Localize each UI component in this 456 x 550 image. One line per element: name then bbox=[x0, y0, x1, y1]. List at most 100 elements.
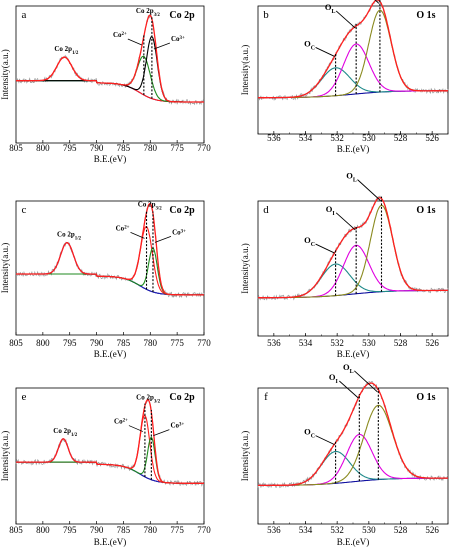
x-tick-label: 805 bbox=[9, 525, 23, 535]
envelope-line bbox=[16, 202, 204, 296]
fit-peak-2 bbox=[258, 204, 448, 299]
label-co3plus: Co3+ bbox=[170, 422, 184, 430]
arrow-oc bbox=[315, 47, 335, 57]
panel-f: 536 534 532 530 528 526 B.E.(eV) Intensity(a.u.… bbox=[240, 362, 449, 547]
x-tick-label: 800 bbox=[36, 525, 50, 535]
panel-title: O 1s bbox=[416, 392, 435, 403]
x-tick-label: 795 bbox=[63, 525, 77, 535]
plot-frame bbox=[15, 200, 205, 336]
x-axis-label: B.E.(eV) bbox=[94, 537, 127, 547]
envelope-line bbox=[16, 398, 204, 484]
label-co3plus: Co3+ bbox=[172, 228, 186, 236]
panel-title: Co 2p bbox=[169, 10, 195, 21]
annotations: Co 2p1/2 Co 2p3/2 Co2+ Co3+ bbox=[53, 394, 184, 438]
x-tick-label: 800 bbox=[36, 143, 50, 153]
arrow-co2plus bbox=[130, 232, 145, 239]
x-tick-label: 775 bbox=[170, 338, 184, 348]
panel-letter: a bbox=[22, 9, 27, 21]
x-tick-label: 770 bbox=[197, 338, 211, 348]
x-tick-label: 775 bbox=[170, 525, 184, 535]
fit-peak-1 bbox=[16, 225, 204, 296]
x-tick-label: 528 bbox=[394, 133, 408, 143]
label-ol: OL bbox=[346, 171, 357, 184]
x-tick-label: 532 bbox=[330, 133, 344, 143]
arrow-oc bbox=[315, 243, 335, 254]
raw-data-line bbox=[15, 398, 205, 487]
panel-b: 536 534 532 530 528 526 B.E.(eV) Intensity(a.u.… bbox=[240, 0, 449, 154]
label-co2plus: Co2+ bbox=[116, 224, 130, 232]
plot-frame bbox=[15, 5, 205, 144]
arrow-oi bbox=[335, 212, 356, 231]
x-tick-label: 795 bbox=[63, 338, 77, 348]
arrow-oc bbox=[315, 435, 335, 446]
x-axis-label: B.E.(eV) bbox=[337, 537, 370, 547]
label-oc: OC bbox=[304, 427, 315, 440]
label-co2p12: Co 2p1/2 bbox=[53, 427, 78, 438]
x-tick-label: 790 bbox=[90, 338, 104, 348]
label-oc: OC bbox=[304, 38, 315, 51]
plot-frame bbox=[257, 200, 449, 337]
plot-frame bbox=[15, 387, 205, 525]
annotations: Co 2p1/2 Co 2p3/2 Co2+ Co3+ bbox=[57, 200, 186, 243]
arrow-oi bbox=[339, 380, 359, 399]
arrow-co2plus bbox=[127, 38, 142, 46]
y-axis-label: Intensity(a.u.) bbox=[240, 45, 250, 95]
panel-letter: c bbox=[22, 204, 27, 216]
x-tick-label: 800 bbox=[36, 338, 50, 348]
x-tick-label: 790 bbox=[90, 525, 104, 535]
arrow-ol bbox=[335, 10, 356, 29]
fit-peak-2 bbox=[16, 247, 204, 296]
label-co2p12: Co 2p1/2 bbox=[57, 231, 82, 242]
label-ol: OL bbox=[325, 2, 336, 15]
x-tick-label: 528 bbox=[394, 525, 408, 535]
y-axis-label: Intensity(a.u.) bbox=[0, 49, 10, 99]
label-co2p12: Co 2p1/2 bbox=[54, 45, 79, 56]
raw-data-line bbox=[15, 13, 205, 106]
label-oi: OI bbox=[329, 372, 339, 385]
arrow-ol bbox=[357, 179, 381, 201]
panel-d: 536 534 532 530 528 526 B.E.(eV) Intensity(a.u.… bbox=[240, 171, 449, 359]
panel-letter: b bbox=[263, 9, 269, 21]
annotations: OL OI OC bbox=[304, 362, 378, 446]
x-tick-label: 795 bbox=[63, 143, 77, 153]
panel-letter: d bbox=[263, 204, 269, 216]
x-tick-label: 526 bbox=[425, 338, 439, 348]
x-tick-label: 528 bbox=[394, 338, 408, 348]
panel-a: 805 800 795 790 785 780 775 770 B.E.(eV) Intensit… bbox=[0, 5, 211, 164]
panel-letter: f bbox=[264, 391, 268, 403]
x-tick-label: 775 bbox=[170, 143, 184, 153]
annotations: Co 2p1/2 Co 2p3/2 Co2+ Co3+ bbox=[54, 7, 185, 56]
label-ol: OL bbox=[343, 362, 354, 375]
fit-peak-0 bbox=[258, 263, 448, 299]
label-co2plus: Co2+ bbox=[114, 418, 128, 426]
label-oi: OI bbox=[326, 204, 336, 217]
panel-title: Co 2p bbox=[169, 205, 195, 216]
raw-data-line bbox=[257, 195, 449, 301]
panel-title: O 1s bbox=[416, 10, 435, 21]
y-axis-label: Intensity(a.u.) bbox=[240, 431, 250, 481]
x-tick-label: 785 bbox=[117, 525, 131, 535]
y-axis-label: Intensity(a.u.) bbox=[240, 243, 250, 293]
fit-peak-0 bbox=[16, 242, 204, 296]
envelope-line bbox=[258, 197, 448, 299]
x-axis-label: B.E.(eV) bbox=[94, 349, 127, 359]
panel-c: 805 800 795 790 785 780 775 770 B.E.(eV) Intensit… bbox=[0, 200, 211, 359]
fit-peak-0 bbox=[258, 67, 448, 99]
x-tick-label: 536 bbox=[267, 133, 281, 143]
panel-e: 805 800 795 790 785 780 775 770 B.E.(eV) Intensit… bbox=[0, 387, 211, 547]
raw-data-line bbox=[15, 203, 205, 298]
background-line bbox=[258, 90, 448, 99]
label-co2p32: Co 2p3/2 bbox=[136, 7, 161, 17]
fit-peak-2 bbox=[258, 9, 448, 99]
x-tick-label: 790 bbox=[90, 143, 104, 153]
arrow-co2plus bbox=[128, 425, 144, 432]
fit-peak-0 bbox=[258, 450, 448, 486]
arrow-co3plus bbox=[153, 429, 170, 436]
x-tick-label: 780 bbox=[144, 525, 158, 535]
x-axis-label: B.E.(eV) bbox=[94, 154, 127, 164]
envelope-line bbox=[258, 0, 448, 99]
x-tick-label: 530 bbox=[362, 338, 376, 348]
panel-letter: e bbox=[22, 391, 27, 403]
y-axis-label: Intensity(a.u.) bbox=[0, 431, 10, 481]
